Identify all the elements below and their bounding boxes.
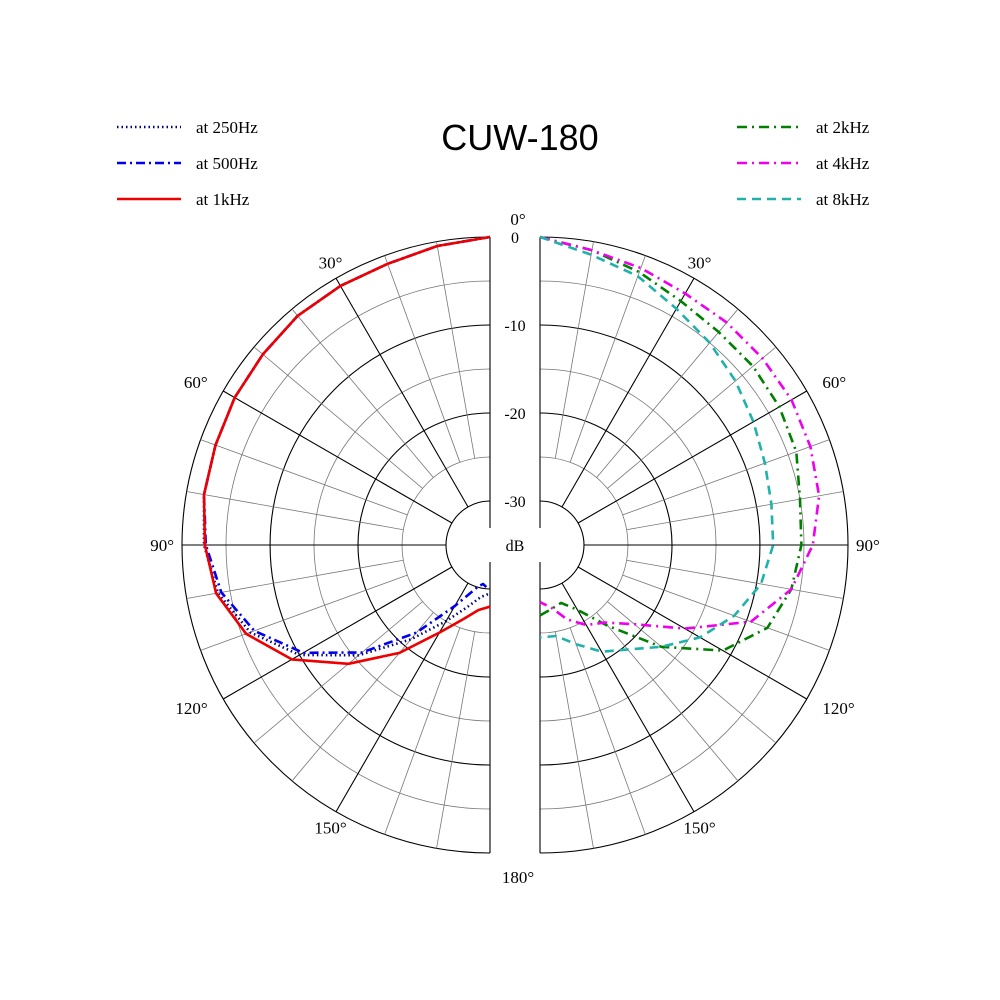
angle-label: 60°	[822, 373, 846, 392]
grid-spoke-right	[577, 390, 808, 524]
legend-label: at 2kHz	[816, 118, 870, 137]
angle-label: 180°	[502, 868, 534, 887]
grid-spoke-right	[607, 346, 777, 489]
grid-spoke-left	[291, 612, 434, 782]
grid-spoke-left	[186, 491, 404, 531]
radial-tick-background	[497, 226, 533, 248]
grid-spoke-left	[200, 574, 408, 651]
radial-tick-label: -20	[504, 406, 525, 423]
grid-spoke-right	[561, 582, 695, 813]
angle-label: 150°	[683, 818, 715, 837]
unit-label: dB	[506, 538, 525, 555]
axis-labels: 0 -10 -20 -30 dB 0° 30° 30° 60° 60° 90° 90° 120° 120°…	[150, 210, 880, 887]
grid-spoke-left	[436, 631, 476, 849]
chart-title: CUW-180	[441, 117, 598, 158]
radial-tick-label: 0	[511, 230, 519, 247]
grid-spoke-right	[569, 627, 646, 835]
grid-spoke-left	[335, 582, 469, 813]
grid-spoke-right	[622, 439, 830, 516]
grid-spoke-left	[222, 566, 453, 700]
curve-at-8khz	[539, 235, 775, 653]
grid-spoke-left	[384, 255, 461, 463]
angle-label: 30°	[319, 254, 343, 273]
radial-tick-background	[497, 490, 533, 512]
grid-spoke-left	[186, 559, 404, 599]
grid-spoke-right	[626, 491, 844, 531]
grid-spoke-left	[291, 308, 434, 478]
legend-label: at 500Hz	[196, 154, 258, 173]
legend: at 250Hz at 500Hz at 1kHz at 2kHz at 4kHz at …	[117, 118, 870, 209]
grid-spoke-left	[384, 627, 461, 835]
angle-label: 90°	[856, 536, 880, 555]
legend-label: at 1kHz	[196, 190, 250, 209]
legend-label: at 250Hz	[196, 118, 258, 137]
grid-spoke-right	[569, 255, 646, 463]
response-curves	[202, 235, 821, 666]
grid-spoke-right	[622, 574, 830, 651]
radial-tick-label: -30	[504, 494, 525, 511]
angle-label: 120°	[822, 699, 854, 718]
grid-spoke-left	[253, 601, 423, 744]
legend-label: at 4kHz	[816, 154, 870, 173]
grid-spoke-left	[335, 277, 469, 508]
angle-label: 30°	[688, 254, 712, 273]
grid-spoke-right	[596, 308, 739, 478]
grid-spoke-right	[561, 277, 695, 508]
radial-tick-background	[497, 402, 533, 424]
grid-spoke-right	[596, 612, 739, 782]
grid-spoke-left	[222, 390, 453, 524]
curve-at-1khz	[202, 235, 491, 666]
grid-spoke-left	[436, 241, 476, 459]
grid-spoke-right	[577, 566, 808, 700]
grid-spoke-right	[554, 631, 594, 849]
curve-at-2khz	[539, 235, 803, 652]
angle-label: 0°	[510, 210, 525, 229]
grid-spoke-right	[554, 241, 594, 459]
unit-label-background	[478, 528, 552, 562]
angle-label: 60°	[184, 373, 208, 392]
curve-at-500hz	[202, 235, 491, 655]
grid-spoke-right	[626, 559, 844, 599]
angle-label: 90°	[150, 536, 174, 555]
grid-spoke-right	[607, 601, 777, 744]
angle-label: 150°	[314, 818, 346, 837]
radial-tick-label: -10	[504, 318, 525, 335]
angle-label: 120°	[175, 699, 207, 718]
grid-spoke-left	[253, 346, 423, 489]
radial-tick-background	[497, 314, 533, 336]
legend-label: at 8kHz	[816, 190, 870, 209]
curve-at-4khz	[539, 235, 821, 630]
grid-spoke-left	[200, 439, 408, 516]
